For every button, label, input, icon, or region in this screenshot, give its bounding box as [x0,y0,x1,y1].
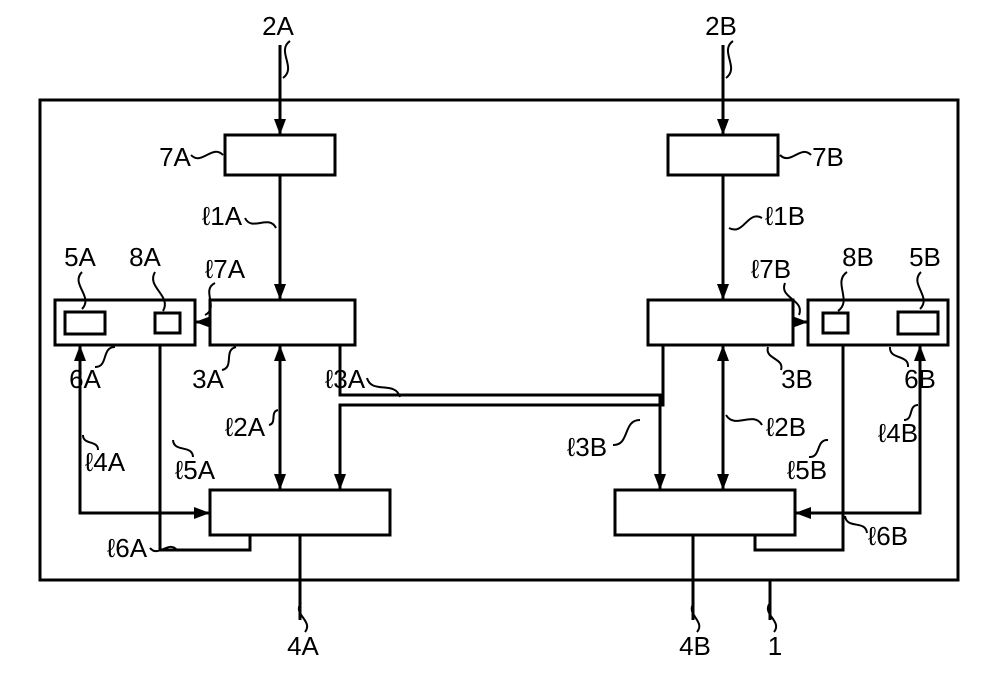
label-tl1B: ℓ1B [765,201,805,231]
leader-t2A [283,41,290,78]
label-t8A: 8A [129,242,161,272]
label-t4A: 4A [287,631,319,661]
block-c6A [55,300,195,345]
leader-tl3B [613,420,640,445]
label-tl7B: ℓ7B [751,254,791,284]
block-i8B [823,313,848,333]
leader-t7A [191,152,223,158]
leader-t5A [79,272,86,309]
label-t6B: 6B [904,364,936,394]
leader-t8B [838,272,847,311]
leader-tl6B [845,516,867,533]
leader-tl2A [269,410,278,425]
label-tl4A: ℓ4A [85,447,126,477]
label-t2B: 2B [705,11,737,41]
label-tl7A: ℓ7A [205,254,246,284]
block-b3A [210,300,355,345]
label-t1: 1 [768,631,782,661]
outer-frame [40,100,958,580]
block-i5A [65,312,105,334]
label-tl5A: ℓ5A [175,455,216,485]
label-t7A: 7A [159,142,191,172]
leader-t7B [780,152,811,158]
label-t3B: 3B [781,364,813,394]
block-b3B [648,300,793,345]
label-t3A: 3A [192,364,224,394]
label-t5A: 5A [64,242,96,272]
block-b4B [615,490,795,535]
block-b7B [668,135,778,175]
block-c6B [808,300,948,345]
conn-l3B [340,345,663,490]
leader-tl1A [245,218,276,228]
label-tl2B: ℓ2B [766,412,806,442]
leader-t3B [768,347,782,370]
leader-t5B [917,272,923,309]
leader-tl2B [726,415,762,425]
label-tl6B: ℓ6B [868,521,908,551]
label-t2A: 2A [262,11,294,41]
leader-tl1B [729,216,762,229]
label-tl3B: ℓ3B [567,432,607,462]
label-tl3A: ℓ3A [325,364,366,394]
label-t8B: 8B [842,242,874,272]
block-i5B [898,312,938,334]
label-tl1A: ℓ1A [202,201,243,231]
label-tl4B: ℓ4B [878,418,918,448]
leader-t3A [222,347,236,370]
label-t4B: 4B [679,631,711,661]
conn-l3A [340,345,660,490]
label-t5B: 5B [909,242,941,272]
label-tl5B: ℓ5B [787,455,827,485]
block-i8A [155,313,180,333]
leader-t2B [726,41,733,78]
block-b4A [210,490,390,535]
label-tl6A: ℓ6A [107,533,148,563]
label-t7B: 7B [812,142,844,172]
label-t6A: 6A [69,364,101,394]
leader-t8A [153,272,165,311]
block-b7A [225,135,335,175]
label-tl2A: ℓ2A [225,412,266,442]
